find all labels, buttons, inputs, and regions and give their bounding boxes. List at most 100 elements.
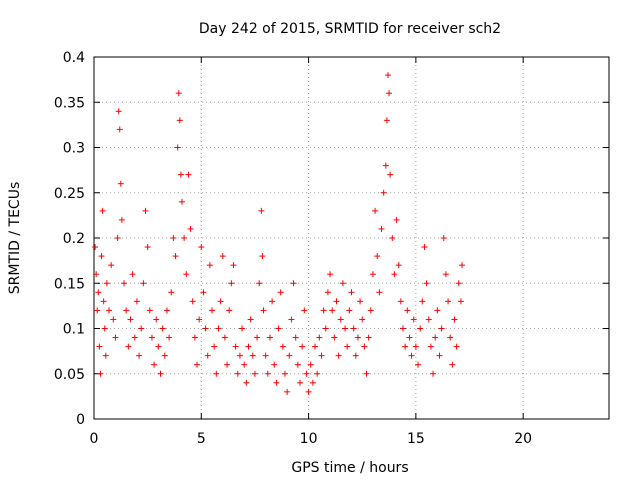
data-point bbox=[284, 388, 291, 395]
data-point bbox=[384, 72, 391, 79]
data-point bbox=[348, 289, 355, 296]
data-point bbox=[133, 298, 140, 305]
data-point bbox=[395, 262, 402, 269]
data-point bbox=[318, 352, 325, 359]
data-point bbox=[314, 370, 321, 377]
data-point bbox=[309, 379, 316, 386]
data-point bbox=[245, 343, 252, 350]
data-point bbox=[226, 307, 233, 314]
data-point bbox=[198, 244, 205, 251]
data-point bbox=[361, 343, 368, 350]
data-point bbox=[380, 189, 387, 196]
y-tick-label: 0.05 bbox=[54, 367, 85, 383]
data-point bbox=[406, 334, 413, 341]
data-point bbox=[241, 361, 248, 368]
data-point bbox=[307, 361, 314, 368]
data-point bbox=[352, 352, 359, 359]
data-point bbox=[110, 316, 117, 323]
data-point bbox=[211, 343, 218, 350]
data-point bbox=[258, 207, 265, 214]
data-point bbox=[249, 352, 256, 359]
y-tick-label: 0.35 bbox=[54, 95, 85, 111]
data-point bbox=[92, 244, 99, 251]
data-point bbox=[114, 235, 121, 241]
data-point bbox=[140, 280, 147, 287]
data-point bbox=[116, 126, 123, 133]
data-point bbox=[423, 280, 430, 287]
data-point bbox=[221, 334, 228, 341]
data-point bbox=[400, 325, 406, 332]
data-point bbox=[95, 289, 102, 296]
data-point bbox=[346, 307, 353, 314]
data-point bbox=[320, 307, 327, 314]
x-tick-label: 5 bbox=[197, 431, 206, 447]
data-point bbox=[103, 280, 110, 287]
grid bbox=[94, 57, 609, 419]
data-point bbox=[442, 271, 449, 278]
data-point bbox=[215, 325, 222, 332]
data-point bbox=[382, 162, 389, 169]
data-point bbox=[236, 352, 243, 359]
data-point bbox=[286, 352, 293, 359]
data-point bbox=[155, 343, 162, 350]
data-point bbox=[335, 352, 342, 359]
data-point bbox=[200, 289, 207, 296]
x-tick-label: 15 bbox=[407, 431, 425, 447]
data-point bbox=[96, 343, 103, 350]
data-point bbox=[434, 307, 441, 314]
data-point bbox=[161, 352, 168, 359]
data-point bbox=[144, 244, 151, 251]
data-point bbox=[163, 307, 170, 314]
data-point bbox=[138, 325, 145, 332]
data-point bbox=[324, 289, 331, 296]
data-point bbox=[425, 316, 432, 323]
data-point bbox=[290, 280, 297, 287]
data-point bbox=[408, 352, 415, 359]
data-point bbox=[331, 334, 338, 341]
data-point bbox=[106, 307, 113, 314]
data-point bbox=[93, 271, 100, 278]
data-point bbox=[410, 316, 417, 323]
data-point bbox=[181, 235, 188, 241]
data-point bbox=[337, 316, 344, 323]
data-point bbox=[281, 370, 288, 377]
data-point bbox=[251, 370, 258, 377]
data-point bbox=[299, 343, 306, 350]
data-point bbox=[176, 117, 183, 124]
data-point bbox=[254, 334, 261, 341]
y-tick-label: 0.3 bbox=[63, 141, 85, 157]
data-point bbox=[183, 271, 190, 278]
data-point bbox=[172, 253, 179, 260]
data-point bbox=[131, 334, 138, 341]
data-point bbox=[438, 325, 445, 332]
data-point bbox=[228, 280, 235, 287]
y-tick-label: 0.15 bbox=[54, 276, 85, 292]
data-point bbox=[170, 235, 177, 241]
data-point bbox=[151, 361, 158, 368]
data-point bbox=[451, 316, 458, 323]
axis-tick-labels: 0 5 10 15 20 0 0.05 0.1 0.15 0.2 0.25 0.3 0.35 0.4 bbox=[54, 50, 532, 447]
data-point bbox=[386, 90, 393, 97]
x-tick-label: 20 bbox=[514, 431, 532, 447]
data-point bbox=[303, 370, 310, 377]
data-point bbox=[389, 235, 396, 241]
data-point bbox=[259, 253, 266, 260]
data-point bbox=[402, 343, 409, 350]
data-point bbox=[219, 253, 226, 260]
y-tick-label: 0.2 bbox=[63, 231, 85, 247]
data-point bbox=[166, 334, 173, 341]
data-point bbox=[357, 298, 364, 305]
data-point bbox=[189, 298, 196, 305]
data-point bbox=[213, 370, 220, 377]
data-point bbox=[455, 280, 462, 287]
data-point bbox=[459, 262, 466, 269]
data-point bbox=[121, 280, 128, 287]
data-point bbox=[243, 379, 250, 386]
data-point bbox=[185, 171, 192, 178]
y-axis-label: SRMTID / TECUs bbox=[7, 182, 23, 295]
data-point bbox=[194, 361, 200, 368]
data-point bbox=[239, 325, 246, 332]
data-point bbox=[159, 325, 166, 332]
data-point bbox=[264, 370, 271, 377]
data-point bbox=[99, 207, 106, 214]
